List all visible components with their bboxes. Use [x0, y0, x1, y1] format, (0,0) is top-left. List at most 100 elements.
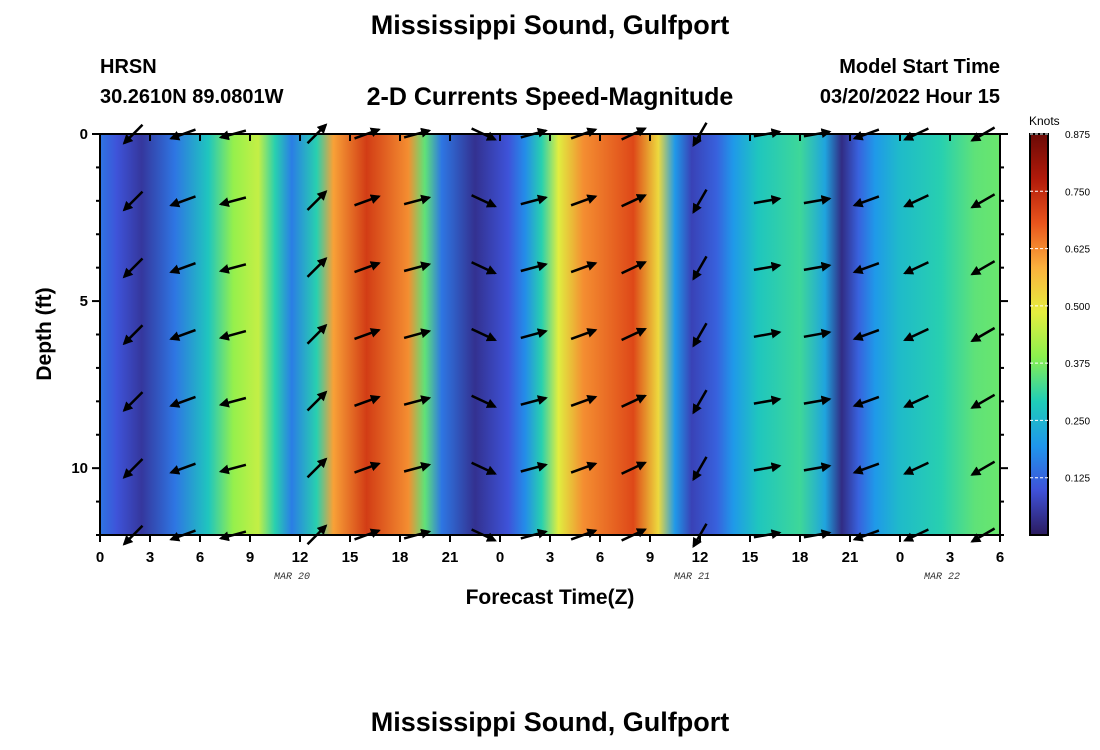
current-vector-arrow [354, 194, 381, 207]
current-vector-arrow [970, 326, 996, 343]
colorbar-gradient [1029, 133, 1049, 536]
current-vector-arrow [169, 328, 196, 341]
current-vector-arrow [970, 193, 996, 209]
current-vector-arrow [803, 395, 832, 406]
x-tick-label: 6 [196, 549, 204, 566]
current-vector-arrow [692, 255, 708, 281]
current-vector-arrow [753, 395, 782, 406]
current-vector-arrow [122, 458, 144, 479]
current-vector-arrow [621, 261, 647, 275]
colorbar-tick-label: 0.875 [1065, 130, 1090, 141]
current-vector-arrow [122, 324, 144, 346]
x-tick-label: 21 [442, 549, 459, 566]
x-tick-label: 3 [146, 549, 154, 566]
colorbar-tick-label: 0.375 [1065, 359, 1090, 370]
current-vector-arrow [471, 261, 497, 275]
x-axis: 0 3 6 9 12 15 18 21 0 3 6 9 12 15 18 21 0 3 6 MAR 20 MAR 21 M… [96, 134, 1004, 583]
date-label: MAR 22 [924, 572, 960, 583]
current-vector-arrow [471, 394, 497, 408]
current-vector-arrow [570, 328, 598, 341]
x-tick-label: 0 [496, 549, 504, 566]
colorbar-tick-label: 0.500 [1065, 302, 1090, 313]
current-vector-arrow [520, 194, 548, 206]
x-axis-label: Forecast Time(Z) [466, 586, 635, 609]
current-vector-arrow [306, 190, 328, 211]
current-vector-arrow [803, 462, 832, 473]
colorbar-label: Knots [1029, 114, 1060, 128]
date-label: MAR 20 [274, 572, 310, 583]
current-vector-arrow [218, 196, 247, 207]
chart-subtitle: 2-D Currents Speed-Magnitude [366, 83, 734, 111]
current-vector-arrow [122, 190, 144, 212]
current-vector-arrow [903, 327, 929, 342]
current-vector-arrow [852, 395, 880, 408]
x-tick-label: 9 [246, 549, 254, 566]
x-tick-label: 3 [946, 549, 954, 566]
current-vector-arrow [306, 323, 328, 345]
current-vector-arrow [570, 394, 598, 407]
current-vector-arrow [753, 261, 782, 272]
current-vector-arrow [621, 327, 647, 342]
current-vector-arrow [803, 261, 832, 272]
current-vector-arrow [354, 328, 381, 341]
current-vector-arrow [852, 328, 880, 341]
x-tick-label: 15 [342, 549, 359, 566]
current-vector-arrow [903, 194, 929, 208]
current-vector-arrow [520, 462, 548, 473]
current-vector-arrow [218, 329, 247, 341]
current-vector-arrow [403, 462, 432, 473]
current-vector-arrow [970, 260, 996, 276]
station-coordinates: 30.2610N 89.0801W [100, 86, 284, 108]
x-tick-label: 3 [546, 549, 554, 566]
current-vector-arrow [570, 194, 598, 207]
x-tick-label: 0 [96, 549, 104, 566]
x-tick-label: 12 [292, 549, 309, 566]
current-vector-arrow [403, 328, 432, 340]
x-tick-label: 18 [792, 549, 809, 566]
current-vector-arrow [970, 393, 996, 409]
x-tick-label: 18 [392, 549, 409, 566]
x-tick-label: 15 [742, 549, 759, 566]
current-vector-arrow [903, 261, 929, 275]
current-vector-arrow [903, 394, 929, 408]
current-vector-arrow [354, 394, 381, 407]
current-vector-arrow [471, 194, 497, 208]
x-tick-label: 0 [896, 549, 904, 566]
current-vector-arrow [218, 263, 247, 274]
current-vector-arrow [403, 395, 432, 406]
current-vector-arrow [471, 461, 497, 475]
current-vector-arrow [803, 328, 832, 339]
current-vector-arrow [169, 462, 196, 475]
model-start-label: Model Start Time [839, 56, 1000, 78]
y-axis: 0 5 10 [71, 126, 1008, 536]
current-vector-arrow [354, 261, 381, 274]
current-vector-arrow [169, 195, 196, 208]
current-vector-arrow [970, 460, 996, 476]
current-vector-arrow [169, 395, 196, 408]
current-vector-arrow [471, 327, 497, 342]
current-vector-arrow [852, 462, 880, 475]
current-vector-arrow [570, 461, 598, 474]
current-vector-arrow [122, 257, 144, 279]
current-vector-arrow [122, 391, 144, 412]
current-vector-arrow [306, 457, 328, 479]
current-vector-arrow [903, 461, 929, 475]
chart-title: Mississippi Sound, Gulfport [370, 10, 730, 40]
x-tick-label: 9 [646, 549, 654, 566]
current-vector-arrow [520, 261, 548, 273]
current-vector-arrow [354, 461, 381, 474]
y-tick-label: 0 [80, 126, 88, 143]
current-vector-arrow [570, 261, 598, 274]
current-vector-arrow [403, 261, 432, 273]
current-vector-arrow [218, 463, 247, 475]
current-vector-arrow [753, 462, 782, 473]
current-vector-arrow [852, 262, 880, 275]
current-vector-arrow [852, 195, 880, 208]
current-vector-arrow [753, 328, 782, 339]
current-vector-arrow [520, 328, 548, 340]
model-start-value: 03/20/2022 Hour 15 [819, 86, 1000, 108]
x-tick-label: 6 [996, 549, 1004, 566]
colorbar-tick-label: 0.750 [1065, 187, 1090, 198]
current-vector-arrow [621, 194, 647, 208]
current-vector-arrow [520, 395, 548, 406]
